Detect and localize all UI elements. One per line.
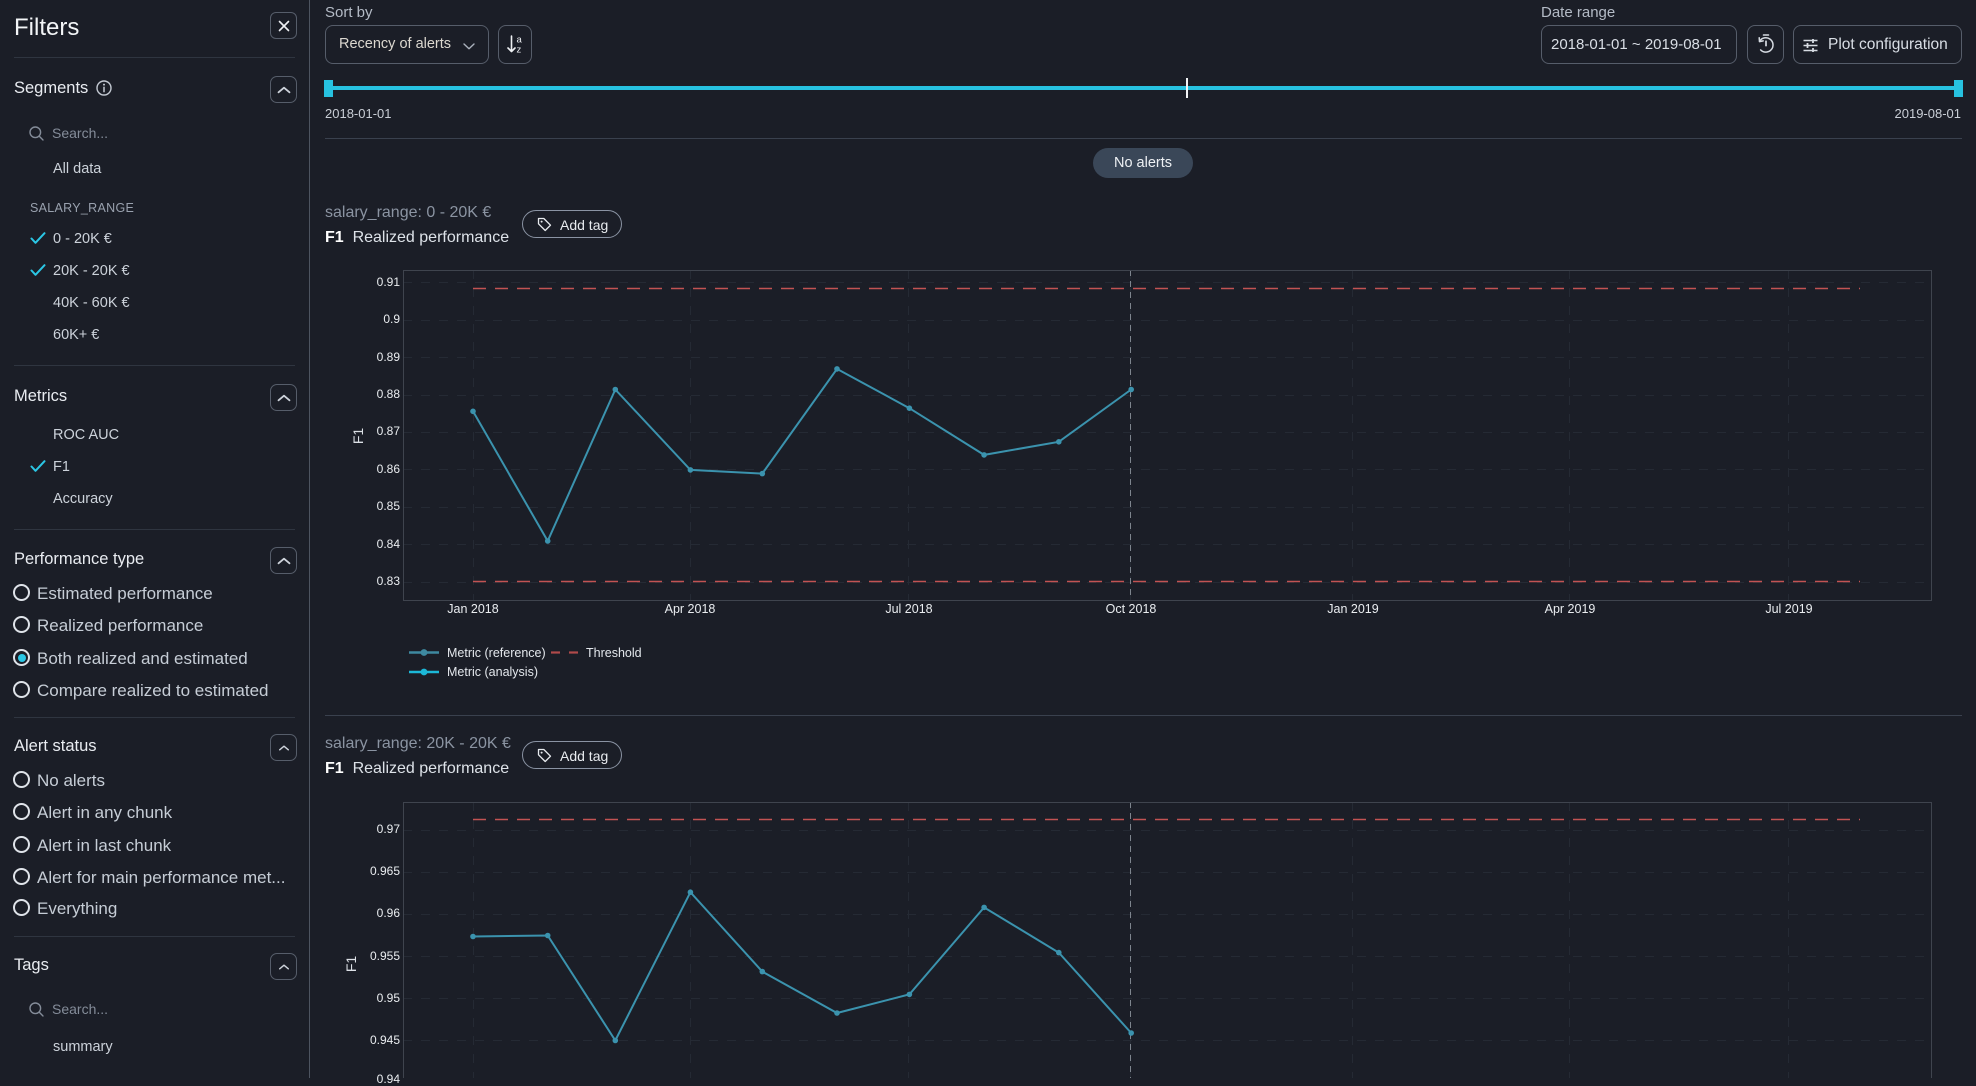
svg-text:z: z [517,45,522,54]
svg-text:a: a [517,35,523,46]
